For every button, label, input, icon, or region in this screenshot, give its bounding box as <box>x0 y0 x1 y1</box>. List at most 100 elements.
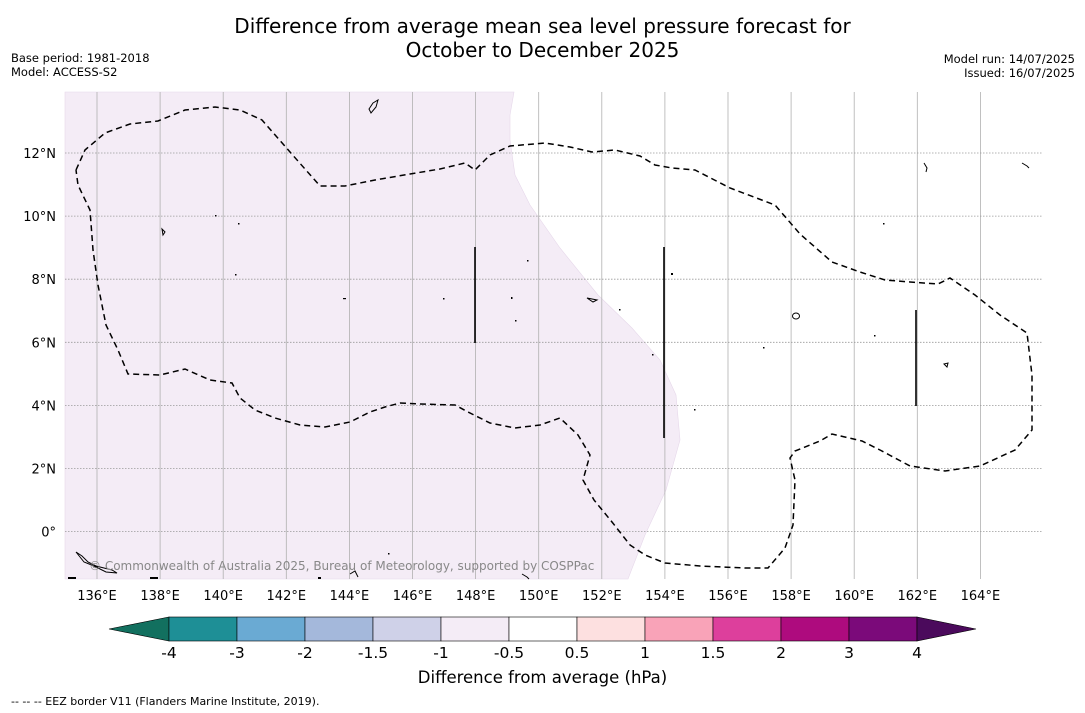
lat-tick-label: 12°N <box>23 147 56 162</box>
issued-date: Issued: 16/07/2025 <box>964 66 1075 80</box>
lat-tick-label: 2°N <box>32 463 57 478</box>
lon-tick-label: 144°E <box>330 589 370 604</box>
lon-tick-label: 152°E <box>582 589 622 604</box>
title-line-1: Difference from average mean sea level p… <box>234 14 851 38</box>
lat-tick-label: 6°N <box>32 336 57 351</box>
island-small-e <box>349 570 359 578</box>
colorbar-under-arrow <box>108 616 170 642</box>
lon-tick-label: 140°E <box>203 589 243 604</box>
islands-dots <box>68 215 885 579</box>
lon-tick-label: 158°E <box>771 589 811 604</box>
lat-tick-labels: 12°N 10°N 8°N 6°N 4°N 2°N 0° <box>23 147 56 541</box>
shaded-region <box>64 91 681 580</box>
colorbar-segment <box>168 616 238 642</box>
islet <box>874 335 876 337</box>
islet <box>343 298 346 300</box>
footnote: -- -- -- EEZ border V11 (Flanders Marine… <box>11 695 320 708</box>
grid <box>65 92 1042 579</box>
colorbar-tick-label: 1.5 <box>701 644 726 662</box>
colorbar-tick-label: 4 <box>912 644 922 662</box>
islet <box>671 273 673 275</box>
colorbar-segment <box>848 616 918 642</box>
islet <box>238 223 240 225</box>
island-guam <box>368 98 379 114</box>
colorbar-tick-label: -3 <box>229 644 244 662</box>
island-png-coast <box>75 551 118 574</box>
islet <box>652 354 654 356</box>
meta-left: Base period: 1981-2018 Model: ACCESS-S2 <box>11 51 150 79</box>
colorbar-tick-label: -1 <box>433 644 448 662</box>
lat-tick-label: 10°N <box>23 210 56 225</box>
colorbar-segment <box>712 616 782 642</box>
island-small-d <box>521 573 530 580</box>
colorbar-tick-label: 2 <box>776 644 786 662</box>
island-small-c <box>943 362 949 368</box>
islet <box>150 577 158 579</box>
colorbar-segment <box>644 616 714 642</box>
islet <box>443 298 445 300</box>
colorbar-tick-label: 3 <box>844 644 854 662</box>
lon-tick-label: 150°E <box>519 589 559 604</box>
island-small-a <box>161 227 166 237</box>
lat-tick-label: 0° <box>41 526 56 541</box>
colorbar-segment <box>236 616 306 642</box>
islands <box>75 98 1030 580</box>
colorbar-tick-label: 0.5 <box>565 644 590 662</box>
colorbar-tick-label: -0.5 <box>494 644 524 662</box>
colorbar <box>108 616 977 642</box>
lon-tick-label: 136°E <box>77 589 117 604</box>
lon-tick-label: 160°E <box>834 589 874 604</box>
title-line-2: October to December 2025 <box>405 38 680 62</box>
islet <box>318 577 321 579</box>
islet <box>511 297 513 299</box>
colorbar-segment <box>372 616 442 642</box>
colorbar-tick-label: -2 <box>297 644 312 662</box>
colorbar-title: Difference from average (hPa) <box>417 668 668 687</box>
colorbar-tick-labels: -4 -3 -2 -1.5 -1 -0.5 0.5 1 1.5 2 3 4 <box>161 644 922 662</box>
islet <box>515 320 517 322</box>
model-name: Model: ACCESS-S2 <box>11 65 118 79</box>
lon-tick-label: 148°E <box>456 589 496 604</box>
islet <box>694 409 696 411</box>
lon-tick-label: 142°E <box>267 589 307 604</box>
solid-meridian-lines <box>474 247 917 438</box>
islet <box>619 309 621 311</box>
copyright-text: © Commonwealth of Australia 2025, Bureau… <box>89 559 594 573</box>
eez-border <box>75 106 1033 569</box>
lon-tick-label: 164°E <box>961 589 1001 604</box>
lon-tick-label: 162°E <box>898 589 938 604</box>
colorbar-tick-label: -4 <box>161 644 176 662</box>
meta-right: Model run: 14/07/2025 Issued: 16/07/2025 <box>944 52 1075 80</box>
colorbar-segment <box>440 616 510 642</box>
map-panel: © Commonwealth of Australia 2025, Bureau… <box>64 91 1042 580</box>
islet <box>763 347 765 349</box>
colorbar-segment <box>508 616 578 642</box>
lat-tick-label: 8°N <box>32 273 57 288</box>
lat-tick-label: 4°N <box>32 399 57 414</box>
model-run: Model run: 14/07/2025 <box>943 52 1075 66</box>
colorbar-tick-label: 1 <box>640 644 650 662</box>
islet <box>235 274 237 276</box>
lon-tick-label: 146°E <box>393 589 433 604</box>
islet <box>215 215 217 217</box>
chart-title: Difference from average mean sea level p… <box>0 14 1085 62</box>
colorbar-segment <box>304 616 374 642</box>
island-small-g <box>923 162 928 173</box>
colorbar-over-arrow <box>916 616 977 642</box>
lon-tick-label: 154°E <box>645 589 685 604</box>
lon-tick-label: 138°E <box>140 589 180 604</box>
islet <box>68 577 76 579</box>
colorbar-segment <box>576 616 646 642</box>
island-pohnpei <box>792 312 800 320</box>
colorbar-segment <box>780 616 850 642</box>
lon-tick-labels: 136°E 138°E 140°E 142°E 144°E 146°E 148°E 150°E… <box>77 589 1000 604</box>
base-period: Base period: 1981-2018 <box>11 51 150 65</box>
island-small-f <box>1021 162 1030 169</box>
islet <box>527 260 529 262</box>
lon-tick-label: 156°E <box>708 589 748 604</box>
island-small-b <box>586 297 599 303</box>
islet <box>883 223 885 225</box>
islet <box>388 553 390 555</box>
colorbar-tick-label: -1.5 <box>358 644 388 662</box>
